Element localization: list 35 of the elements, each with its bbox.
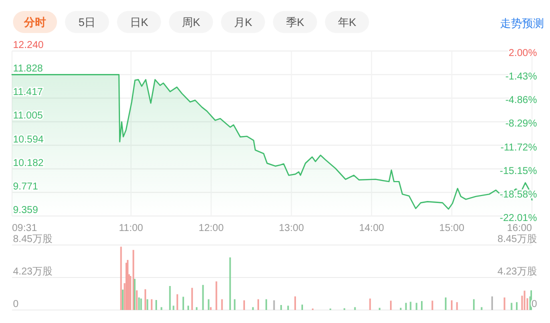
text: 分时 — [23, 16, 46, 29]
y-tick-label: 9.771 — [13, 181, 38, 192]
y-tick-label: 9.359 — [13, 205, 38, 216]
y-tick-label: 0 — [13, 299, 19, 310]
y2-tick-label: -8.29% — [505, 118, 538, 130]
x-tick-label: 14:00 — [359, 223, 385, 234]
x-tick-label: 13:00 — [278, 223, 304, 234]
y-tick-label: 11.005 — [13, 110, 44, 122]
text: 走势预测 — [500, 17, 544, 30]
y-tick-label: 12.240 — [13, 40, 44, 51]
y2-tick-label: -11.72% — [500, 142, 538, 154]
y2-tick-label: 2.00% — [508, 48, 538, 59]
x-tick-label: 11:00 — [118, 223, 144, 234]
text: 日K — [130, 17, 149, 29]
text: 5日 — [78, 17, 96, 29]
y2-tick-label: -1.43% — [505, 72, 538, 83]
y2-tick-label: -15.15% — [500, 166, 538, 177]
x-tick-label: 09:31 — [12, 223, 38, 234]
y-tick-label: 10.182 — [13, 158, 44, 169]
text: 年K — [338, 17, 357, 29]
text: 月K — [234, 17, 253, 29]
y2-tick-label: -22.01% — [500, 213, 538, 224]
y-tick-label: 11.828 — [13, 64, 44, 75]
x-tick-label: 12:00 — [198, 223, 224, 234]
y2-tick-label: 8.45万股 — [498, 234, 537, 245]
y2-tick-label: 4.23万股 — [498, 266, 537, 278]
x-tick-label: 16:00 — [506, 223, 532, 234]
y-tick-label: 8.45万股 — [13, 234, 52, 245]
y2-tick-label: -4.86% — [505, 95, 538, 106]
y-tick-label: 10.594 — [13, 134, 44, 146]
y-tick-label: 11.417 — [13, 87, 44, 98]
text: 季K — [286, 16, 305, 29]
text: 周K — [182, 17, 201, 29]
x-tick-label: 15:00 — [439, 223, 465, 234]
y-tick-label: 4.23万股 — [13, 266, 52, 278]
